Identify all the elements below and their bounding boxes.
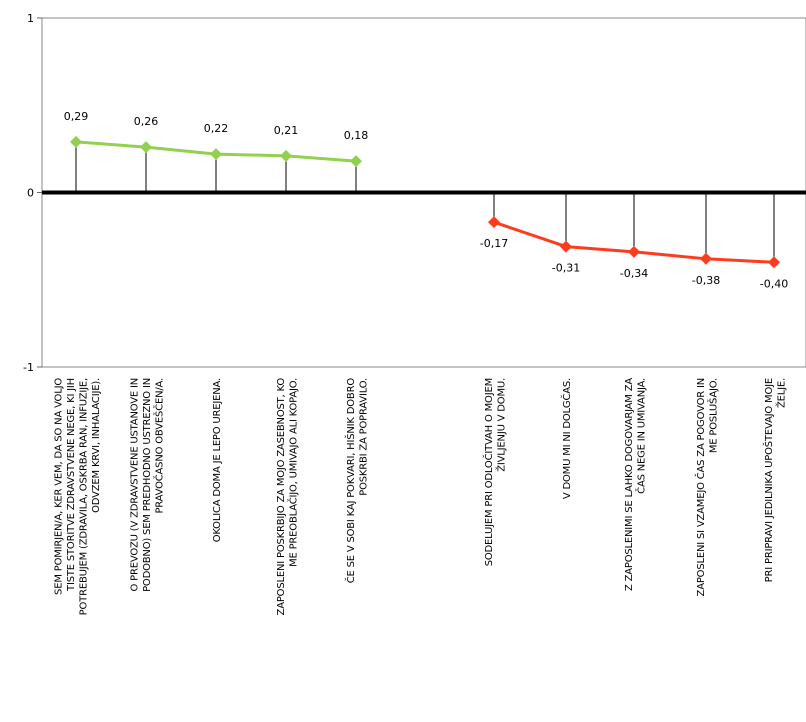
data-point-marker	[350, 155, 362, 168]
data-point-marker	[140, 141, 152, 154]
data-label: -0,38	[692, 274, 720, 287]
data-label: 0,26	[134, 115, 159, 128]
category-label: V DOMU MI NI DOLGČAS.	[560, 378, 573, 499]
category-label: SODELUJEM PRI ODLOČITVAH O MOJEM ŽIVLJENJ…	[482, 378, 508, 566]
data-label: -0,40	[760, 277, 788, 290]
data-point-marker	[70, 135, 82, 148]
y-tick-label: 0	[27, 187, 34, 200]
category-label: Z ZAPOSLENIMI SE LAHKO DOGOVARJAM ZA ČAS …	[624, 378, 648, 591]
y-tick-label: 1	[27, 12, 34, 25]
category-label-line: ŽELJE.	[774, 378, 787, 408]
data-point-marker	[628, 245, 640, 258]
category-label-line: ME PREOBLAČIJO, UMIVAJO ALI KOPAJO.	[286, 378, 299, 567]
category-label-line: PRAVOČASNO OBVEŠČEN/A.	[153, 378, 166, 514]
data-label: 0,18	[344, 129, 369, 142]
category-label: OKOLICA DOMA JE LEPO UREJENA.	[212, 378, 223, 542]
category-label: PRI PRIPRAVI JEDILNIKA UPOŠTEVAJO MOJE ŽE…	[762, 378, 788, 582]
category-label-line: SEM POMIRJEN/A, KER VEM, DA SO NA VOLJO	[53, 378, 64, 595]
category-label-line: ZAPOSLENI SI VZAMEJO ČAS ZA POGOVOR IN	[694, 378, 707, 596]
category-label-line: POTREBUJEM (ZDRAVILA, OSKRBA RAN, INFUZI…	[78, 378, 89, 615]
category-label-line: Z ZAPOSLENIMI SE LAHKO DOGOVARJAM ZA	[624, 378, 635, 591]
category-label-line: OKOLICA DOMA JE LEPO UREJENA.	[212, 378, 223, 542]
data-label: 0,21	[274, 124, 299, 137]
category-label-line: ODVZEM KRVI, INHALACIJE).	[91, 378, 102, 513]
y-tick-label: -1	[23, 361, 34, 374]
data-point-marker	[700, 252, 712, 265]
category-label-line: V DOMU MI NI DOLGČAS.	[560, 378, 573, 499]
data-point-marker	[210, 148, 222, 161]
data-label: -0,17	[480, 237, 508, 250]
category-label-line: TISTE STORITVE ZDRAVSTVENE NEGE, KI JIH	[66, 378, 77, 592]
data-label: -0,31	[552, 262, 580, 275]
category-label: ČE SE V SOBI KAJ POKVARI, HIŠNIK DOBRO PO…	[344, 378, 370, 584]
category-label-line: PRI PRIPRAVI JEDILNIKA UPOŠTEVAJO MOJE	[762, 378, 775, 582]
category-label-line: O PREVOZU (V ZDRAVSTVENE USTANOVE IN	[130, 378, 141, 591]
data-label: 0,29	[64, 110, 89, 123]
category-label-line: ČE SE V SOBI KAJ POKVARI, HIŠNIK DOBRO	[344, 378, 357, 584]
category-label-line: SODELUJEM PRI ODLOČITVAH O MOJEM	[482, 378, 495, 566]
data-point-marker	[768, 256, 780, 269]
data-point-marker	[280, 149, 292, 162]
category-label-line: ZAPOSLENI POSKRBIJO ZA MOJO ZASEBNOST, K…	[276, 378, 287, 616]
data-point-marker	[488, 216, 500, 229]
category-label: ZAPOSLENI POSKRBIJO ZA MOJO ZASEBNOST, K…	[276, 378, 300, 616]
data-point-marker	[560, 240, 572, 253]
category-label-line: ME POSLUŠAJO.	[706, 378, 719, 453]
data-label: -0,34	[620, 267, 648, 280]
category-label: ZAPOSLENI SI VZAMEJO ČAS ZA POGOVOR IN ME…	[694, 378, 720, 596]
category-label-line: ŽIVLJENJU V DOMU.	[494, 378, 507, 472]
data-label: 0,22	[204, 122, 229, 135]
category-label: SEM POMIRJEN/A, KER VEM, DA SO NA VOLJO T…	[53, 378, 102, 616]
category-label-line: POSKRBI ZA POPRAVILO.	[358, 378, 369, 496]
category-label-line: ČAS NEGE IN UMIVANJA.	[634, 378, 647, 494]
category-label-line: PODOBNO) SEM PREDHODNO USTREZNO IN	[142, 378, 153, 592]
category-label: O PREVOZU (V ZDRAVSTVENE USTANOVE IN PODO…	[130, 378, 166, 592]
